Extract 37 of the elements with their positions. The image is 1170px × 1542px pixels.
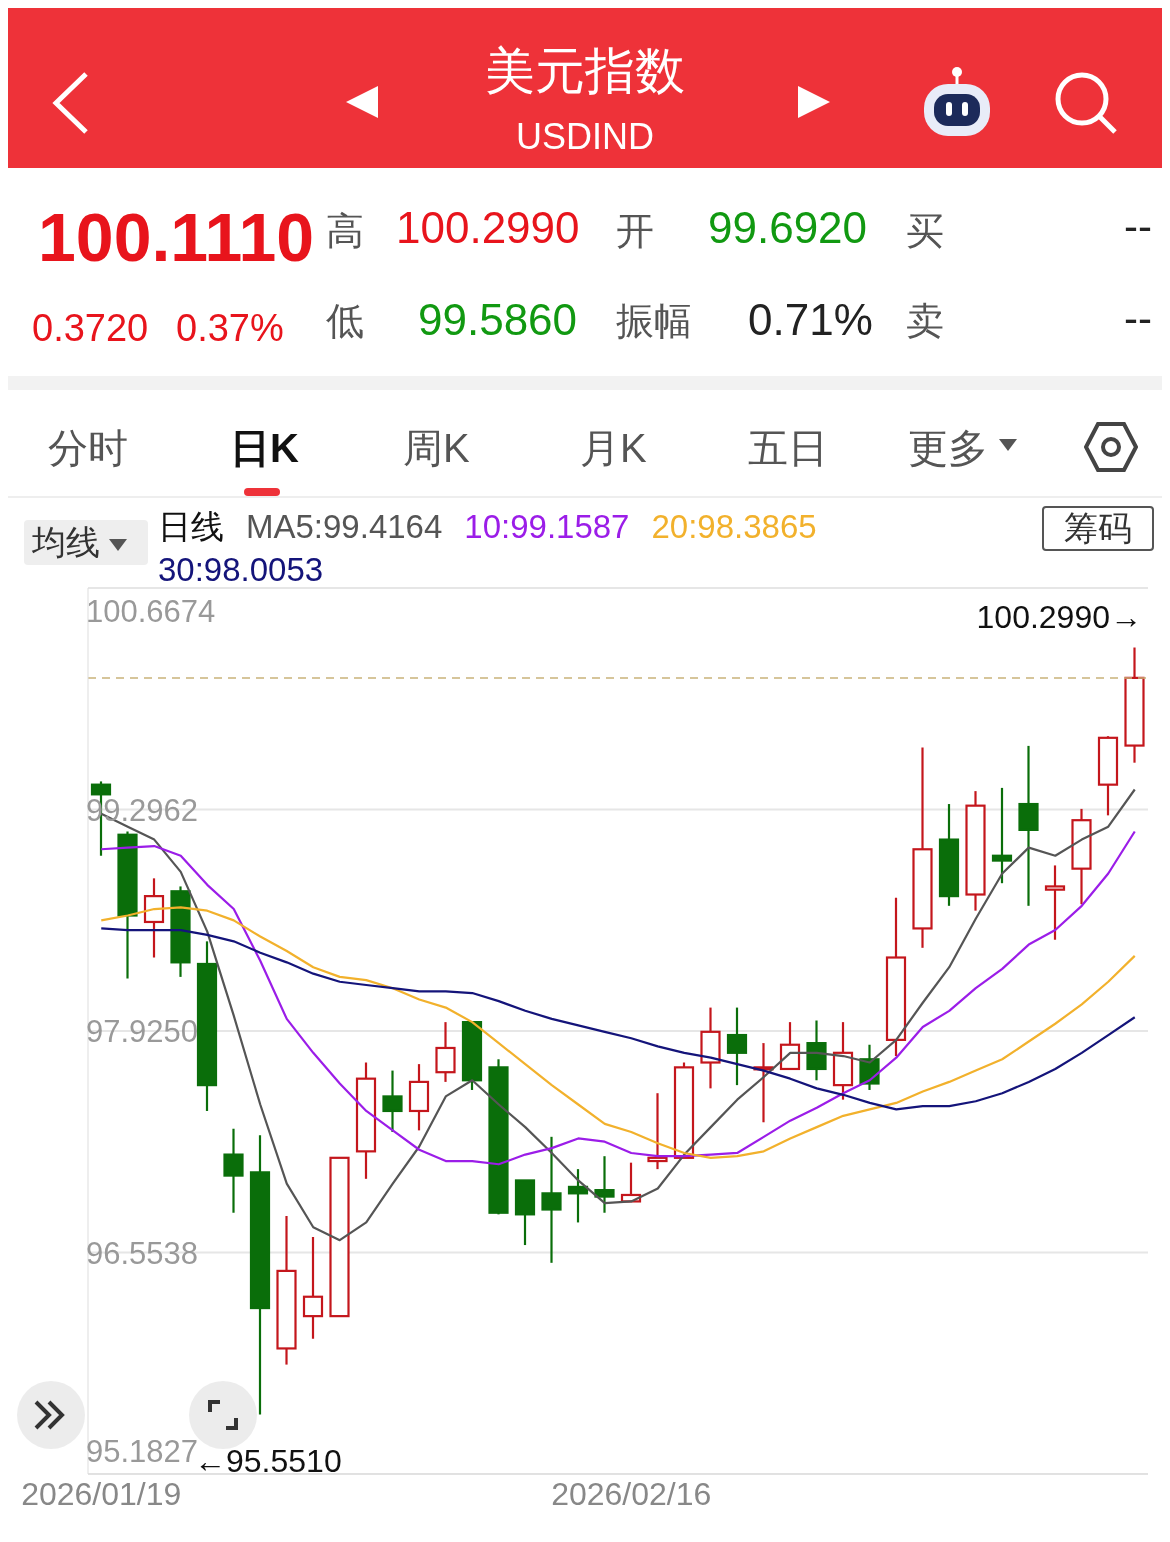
text: 0.37% [176,307,284,350]
text: 30:98.0053 [158,549,324,590]
annotation: 100.2990→ [976,599,1142,636]
text: -- [1124,203,1152,251]
text: 99.5860 [418,295,578,345]
text: 月K [580,426,647,470]
text: 振幅 [616,300,692,343]
text: 100.2990 [396,203,580,253]
text: 周K [403,426,470,470]
y-tick-label: 100.6674 [86,594,216,629]
text: 99.6920 [708,203,868,253]
legend-title: 日线 [158,507,224,547]
text: 开 [616,210,654,253]
text: 低 [326,300,364,343]
text: 筹码 [1042,506,1154,552]
text: 0.71% [748,295,873,345]
text: 分时 [48,426,128,470]
text: 均线 [24,520,148,566]
y-tick-label: 96.5538 [86,1235,199,1271]
text: 10:99.1587 [464,507,630,547]
x-tick-label: 2026/02/16 [551,1475,712,1512]
text: 日K [230,426,299,470]
text: 高 [326,210,364,253]
y-tick-label: 95.1827 [86,1434,199,1469]
text: 100.1110 [38,199,315,275]
text: -- [1124,295,1152,343]
chart-subtitle: USDIND [515,116,655,158]
text: 卖 [906,300,944,343]
chart-title: 美元指数 [484,42,686,101]
x-tick-label: 2026/01/19 [21,1475,182,1512]
text: 五日 [748,426,828,470]
y-tick-label: 97.9250 [86,1014,199,1050]
text: 20:98.3865 [651,507,817,547]
text: 更多 [908,426,988,470]
text: 买 [906,210,944,253]
text: 0.3720 [32,307,149,350]
text: MA5:99.4164 [246,507,443,547]
